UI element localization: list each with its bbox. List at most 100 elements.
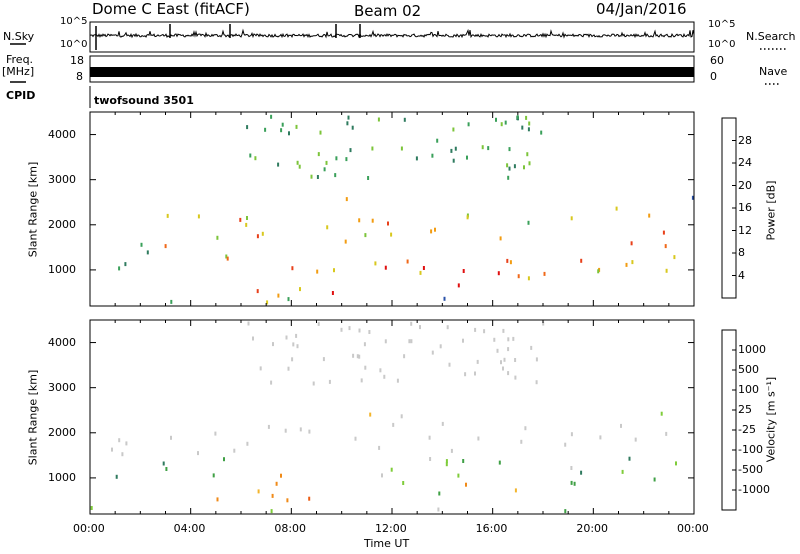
heat-cell [625, 262, 628, 267]
heat-cell [443, 296, 446, 301]
heat-cell [542, 321, 545, 326]
heat-cell [121, 452, 124, 457]
heat-cell [125, 441, 128, 446]
heat-cell [454, 146, 457, 151]
power-panel [89, 111, 695, 307]
heat-cell [436, 138, 439, 143]
heat-cell [448, 362, 451, 367]
heat-cell [277, 293, 280, 298]
heat-cell [500, 122, 503, 127]
heat-cell [403, 354, 406, 359]
heat-cell [514, 488, 517, 493]
heat-cell [346, 121, 349, 126]
noise-tick-right-top: 10^5 [708, 19, 736, 30]
heat-cell [384, 339, 387, 344]
heat-cell [118, 266, 121, 271]
nave-tick-bottom: 0 [710, 70, 717, 83]
heat-cell [296, 160, 299, 165]
heat-cell [691, 195, 694, 200]
heat-cell [597, 269, 600, 274]
colorbar-tick-label: 25 [738, 403, 752, 416]
heat-cell [527, 220, 530, 225]
heat-cell [140, 242, 143, 247]
heat-cell [267, 424, 270, 429]
heat-cell [360, 378, 363, 383]
heat-cell [295, 124, 298, 129]
colorbar-tick-label: 1000 [738, 343, 766, 356]
heat-cell [377, 117, 380, 122]
heat-cell [419, 270, 422, 275]
heat-cell [214, 431, 217, 436]
heat-cell [512, 336, 515, 341]
heat-cell [287, 366, 290, 371]
heat-cell [319, 130, 322, 135]
heat-cell [245, 222, 248, 227]
heat-cell [500, 360, 502, 365]
heat-cell [496, 348, 499, 353]
heat-cell [466, 215, 469, 220]
heat-cell [345, 197, 348, 202]
x-tick-label: 00:00 [677, 522, 709, 535]
heat-cell [446, 325, 449, 330]
heat-cell [445, 462, 448, 467]
heat-cell [675, 461, 677, 466]
heat-cell [508, 166, 511, 171]
nave-tick-top: 60 [710, 54, 724, 67]
heat-cell [410, 321, 413, 326]
heat-cell [517, 274, 520, 279]
heat-cell [325, 160, 328, 165]
heat-cell [392, 422, 395, 427]
x-tick-label: 20:00 [576, 522, 609, 535]
freq-panel [89, 55, 695, 83]
heat-cell [249, 153, 252, 158]
colorbar-tick-label: 4 [738, 268, 745, 282]
heat-cell [514, 375, 517, 380]
heat-cell [246, 125, 249, 130]
heat-cell [526, 152, 529, 157]
heat-cell [504, 120, 507, 125]
heat-cell [212, 473, 215, 478]
heat-cell [256, 234, 259, 239]
heat-cell [383, 374, 386, 379]
heat-cell [308, 429, 311, 434]
x-tick-label: 00:00 [73, 522, 105, 535]
heat-cell [261, 231, 264, 236]
heat-cell [164, 244, 167, 249]
heat-cell [216, 235, 219, 240]
heat-cell [570, 432, 573, 437]
heat-cell [535, 380, 538, 385]
heat-cell [275, 481, 278, 486]
heat-cell [513, 164, 516, 169]
heat-cell [312, 381, 315, 386]
heat-cell [317, 152, 320, 157]
heat-cell [371, 146, 374, 151]
heat-cell [465, 482, 467, 487]
heat-cell [498, 460, 501, 465]
heat-cell [452, 158, 455, 163]
heat-cell [467, 122, 470, 127]
heat-cell [495, 117, 497, 122]
heat-cell [374, 261, 377, 266]
heat-cell [316, 175, 319, 179]
heat-cell [457, 283, 460, 288]
heat-cell [665, 268, 668, 273]
heat-cell [270, 509, 273, 514]
heat-cell [477, 436, 480, 441]
heat-cell [299, 287, 301, 292]
heat-cell [396, 378, 399, 383]
heat-cell [381, 473, 383, 478]
heat-cell [197, 214, 200, 219]
heat-cell [331, 291, 334, 295]
heat-cell [535, 357, 538, 362]
heat-cell [292, 342, 295, 347]
heat-cell [630, 241, 633, 246]
heat-cell [225, 254, 228, 259]
heat-cell [503, 357, 506, 362]
heat-cell [308, 496, 311, 501]
heat-cell [528, 121, 531, 126]
heat-cell [317, 321, 320, 326]
y-tick-label: 4000 [48, 335, 76, 349]
colorbar-tick-label: -100 [738, 443, 763, 456]
heat-cell [474, 327, 477, 332]
